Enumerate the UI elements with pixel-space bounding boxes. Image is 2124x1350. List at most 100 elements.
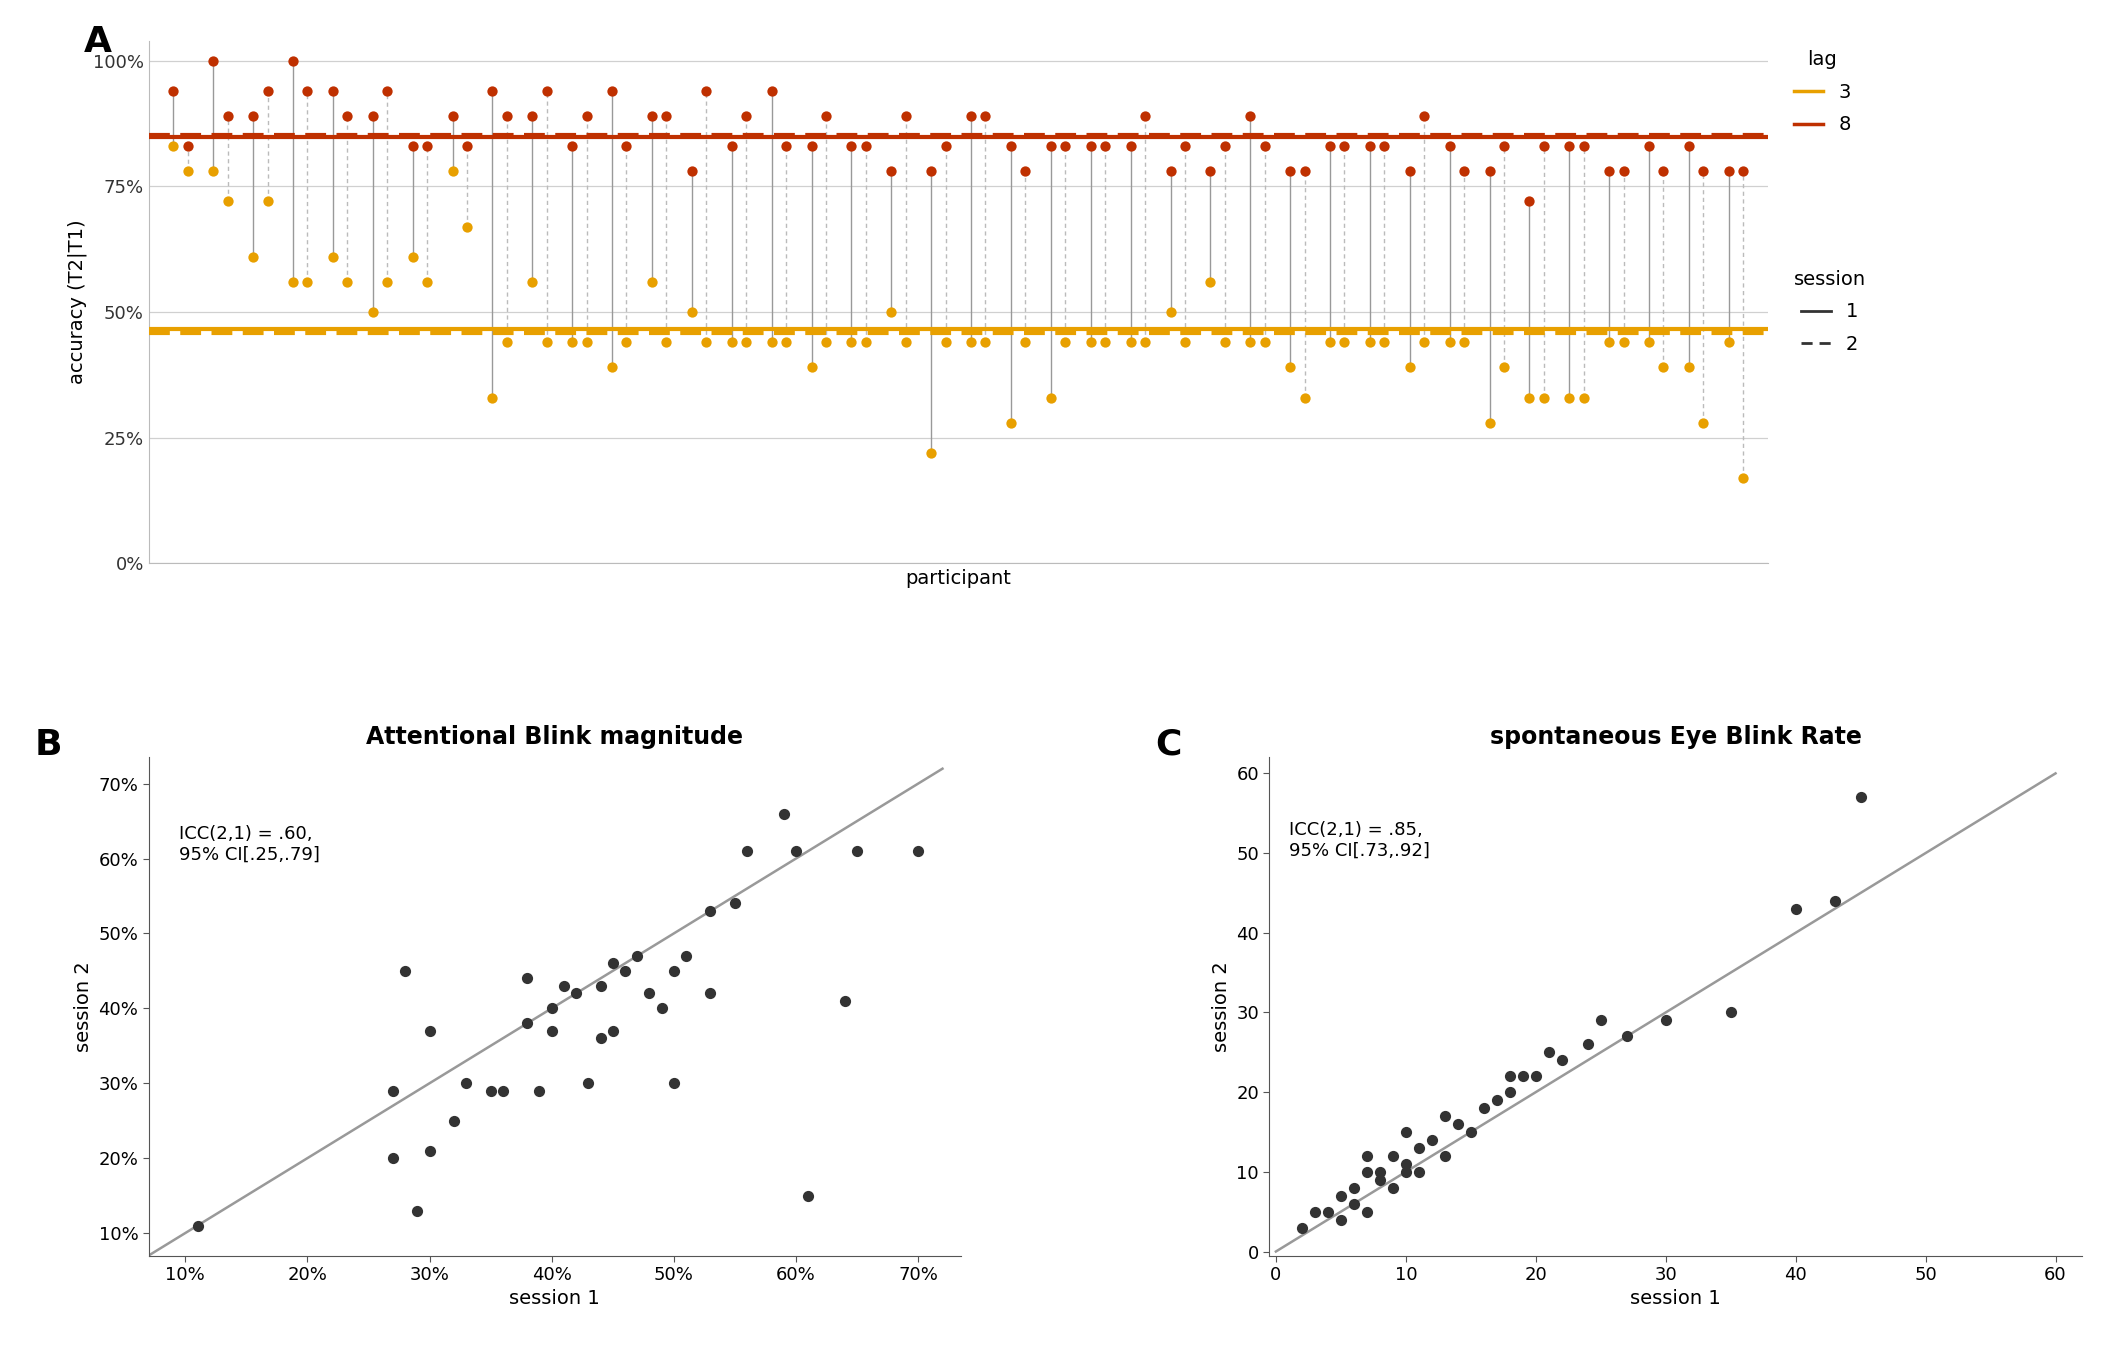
X-axis label: session 1: session 1 <box>510 1289 601 1308</box>
Point <box>491 105 525 127</box>
Point <box>692 983 726 1004</box>
Text: A: A <box>85 24 113 59</box>
Point <box>928 331 962 352</box>
Point <box>828 990 862 1011</box>
Y-axis label: session 2: session 2 <box>74 961 93 1052</box>
Point <box>491 331 525 352</box>
Point <box>1393 356 1427 378</box>
Point <box>610 135 644 157</box>
Point <box>1402 1137 1436 1158</box>
Point <box>969 105 1003 127</box>
Point <box>535 998 569 1019</box>
Point <box>1712 161 1746 182</box>
Point <box>635 271 669 293</box>
Point <box>276 271 310 293</box>
Point <box>729 105 763 127</box>
Point <box>1527 386 1561 408</box>
Point <box>1285 1216 1319 1238</box>
Point <box>692 900 726 922</box>
Point <box>610 331 644 352</box>
Point <box>1519 1065 1553 1087</box>
Point <box>595 80 629 101</box>
Point <box>1247 135 1281 157</box>
Point <box>438 1110 472 1131</box>
Point <box>357 301 391 323</box>
Point <box>476 80 510 101</box>
Point <box>1351 1161 1385 1183</box>
Point <box>1512 386 1546 408</box>
Point <box>448 1072 482 1094</box>
Point <box>1234 105 1268 127</box>
Legend: 1, 2: 1, 2 <box>1795 270 1867 354</box>
Point <box>370 271 404 293</box>
Point <box>181 1215 215 1237</box>
Point <box>1336 1177 1370 1199</box>
Point <box>1408 331 1442 352</box>
Point <box>1512 190 1546 212</box>
Point <box>1075 331 1109 352</box>
Point <box>809 331 843 352</box>
Point <box>809 105 843 127</box>
Point <box>1287 161 1321 182</box>
Point <box>331 105 365 127</box>
Point <box>1844 787 1878 809</box>
Point <box>1487 356 1521 378</box>
Point <box>850 135 884 157</box>
Point <box>1087 135 1121 157</box>
Point <box>251 80 285 101</box>
Point <box>1272 356 1306 378</box>
Y-axis label: session 2: session 2 <box>1211 961 1230 1052</box>
Point <box>559 983 593 1004</box>
Point <box>1393 161 1427 182</box>
Point <box>236 246 270 267</box>
Point <box>1487 135 1521 157</box>
Point <box>1328 135 1361 157</box>
Y-axis label: accuracy (T2|T1): accuracy (T2|T1) <box>68 220 87 385</box>
Point <box>1818 890 1852 911</box>
Point <box>835 135 869 157</box>
Point <box>656 960 690 981</box>
Point <box>569 331 603 352</box>
Point <box>1531 1041 1565 1062</box>
Point <box>633 983 667 1004</box>
Point <box>1672 356 1706 378</box>
Point <box>510 968 544 990</box>
Point <box>1234 331 1268 352</box>
Point <box>316 80 350 101</box>
Point <box>410 135 444 157</box>
Point <box>913 441 947 463</box>
Point <box>1351 1202 1385 1223</box>
Point <box>523 1080 556 1102</box>
Point <box>1593 331 1627 352</box>
Point <box>1353 331 1387 352</box>
Point <box>1272 161 1306 182</box>
Point <box>1153 161 1187 182</box>
Point <box>1646 356 1680 378</box>
Point <box>1168 331 1202 352</box>
Point <box>1646 161 1680 182</box>
Point <box>754 80 788 101</box>
Point <box>954 331 988 352</box>
Point <box>656 1072 690 1094</box>
Point <box>554 135 588 157</box>
Point <box>1568 386 1601 408</box>
Point <box>1506 1065 1540 1087</box>
Point <box>399 1200 433 1222</box>
Point <box>376 1080 410 1102</box>
Point <box>1389 1161 1423 1183</box>
Point <box>1311 1202 1344 1223</box>
Point <box>794 135 828 157</box>
Point <box>754 331 788 352</box>
Point <box>1686 412 1720 433</box>
Point <box>1364 1169 1398 1191</box>
Point <box>1353 135 1387 157</box>
Point <box>1553 386 1587 408</box>
Point <box>716 331 750 352</box>
Point <box>1686 161 1720 182</box>
Point <box>389 960 423 981</box>
Point <box>510 1012 544 1034</box>
Point <box>1368 331 1402 352</box>
Point <box>1009 161 1043 182</box>
Point <box>1544 1049 1578 1071</box>
Point <box>1712 331 1746 352</box>
